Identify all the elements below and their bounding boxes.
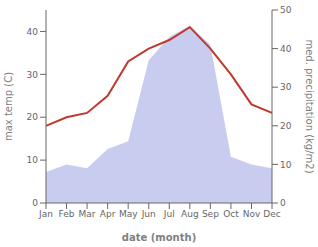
svg-text:50: 50 — [280, 5, 292, 15]
svg-text:Jul: Jul — [163, 209, 175, 219]
svg-text:Apr: Apr — [100, 209, 116, 219]
svg-text:Dec: Dec — [263, 209, 280, 219]
svg-text:30: 30 — [27, 70, 39, 80]
svg-text:May: May — [119, 209, 138, 219]
svg-text:0: 0 — [32, 198, 38, 208]
svg-text:Jan: Jan — [38, 209, 53, 219]
svg-text:0: 0 — [280, 198, 286, 208]
svg-text:40: 40 — [280, 44, 292, 54]
svg-text:Aug: Aug — [181, 209, 199, 219]
svg-text:med. precipitation (kg/m2): med. precipitation (kg/m2) — [304, 39, 310, 173]
svg-text:Feb: Feb — [59, 209, 75, 219]
svg-text:10: 10 — [27, 155, 39, 165]
svg-text:10: 10 — [280, 160, 292, 170]
svg-text:30: 30 — [280, 82, 292, 92]
svg-text:Oct: Oct — [223, 209, 239, 219]
svg-text:20: 20 — [280, 121, 292, 131]
svg-text:Nov: Nov — [243, 209, 261, 219]
svg-text:40: 40 — [27, 27, 39, 37]
svg-text:date (month): date (month) — [122, 232, 196, 243]
svg-text:Jun: Jun — [141, 209, 156, 219]
svg-text:max temp (C): max temp (C) — [8, 72, 14, 141]
svg-text:Mar: Mar — [79, 209, 96, 219]
svg-text:20: 20 — [27, 112, 39, 122]
svg-text:Sep: Sep — [202, 209, 219, 219]
